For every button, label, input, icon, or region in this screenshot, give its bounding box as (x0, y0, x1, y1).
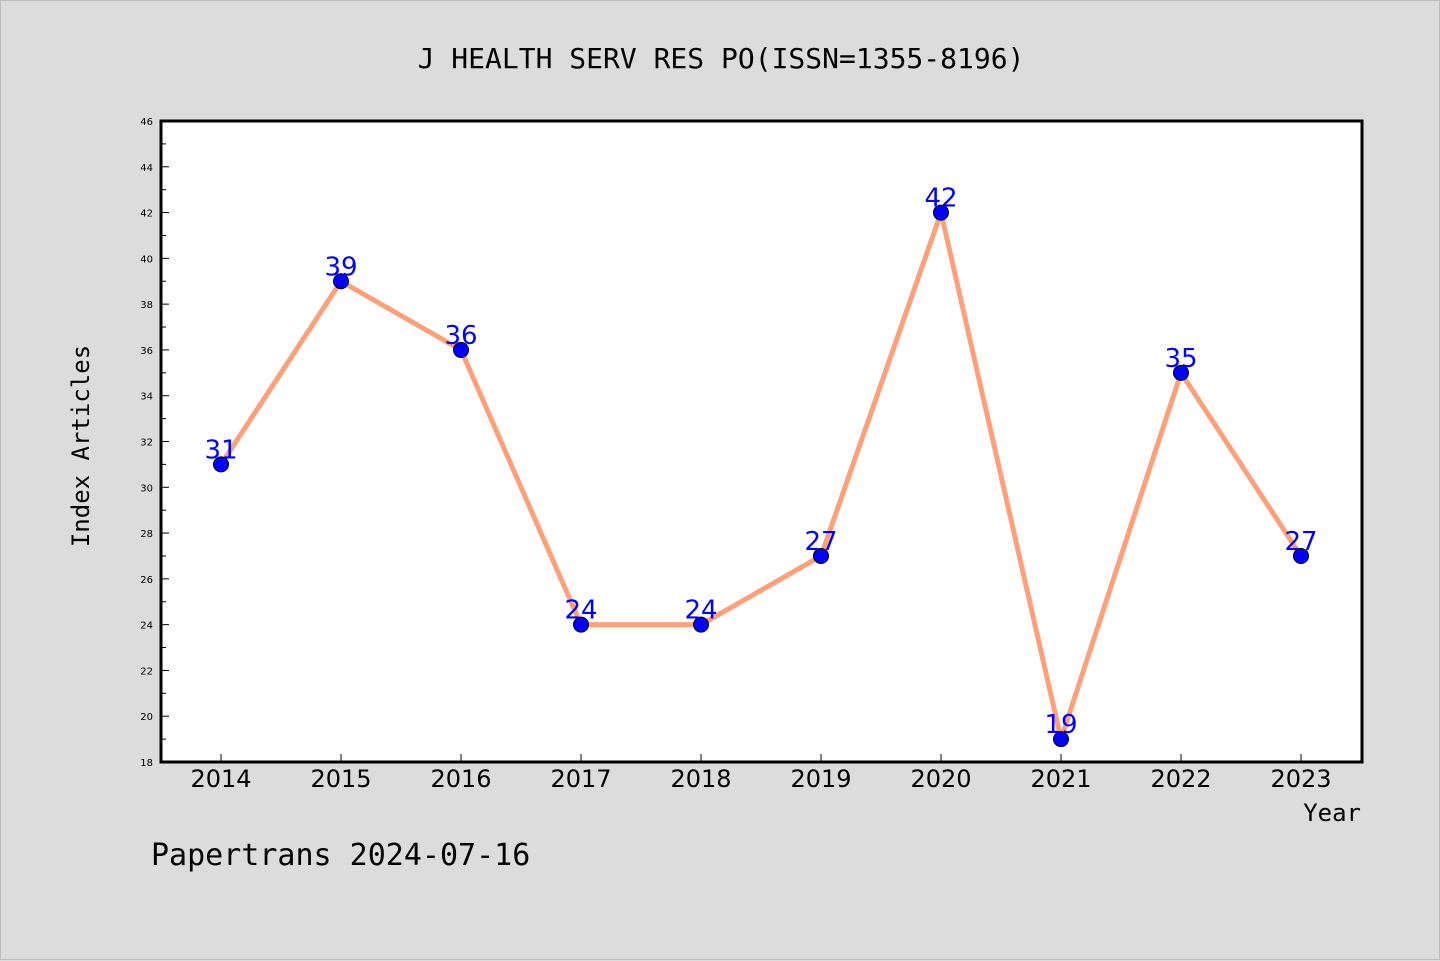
y-tick-label: 44 (140, 163, 153, 174)
y-tick-label: 46 (140, 117, 153, 128)
data-label: 36 (444, 321, 477, 351)
y-tick-label: 30 (140, 483, 153, 494)
y-tick-label: 40 (140, 254, 153, 265)
data-point (1053, 731, 1069, 748)
y-axis-title: Index Articles (67, 345, 95, 547)
x-tick-label: 2020 (910, 765, 971, 793)
y-axis: 18 20 22 24 26 28 30 32 34 36 38 40 42 44 46 (140, 117, 169, 769)
y-tick-label: 22 (140, 666, 153, 677)
data-point (813, 547, 829, 564)
y-tick-label: 20 (140, 712, 153, 723)
y-tick-label: 26 (140, 575, 153, 586)
data-label: 19 (1044, 710, 1077, 740)
y-tick-label: 24 (140, 621, 153, 632)
x-tick-label: 2021 (1030, 765, 1091, 793)
x-axis-title: Year (1303, 799, 1361, 827)
data-label: 27 (804, 527, 837, 557)
data-point (1293, 547, 1309, 564)
x-tick-label: 2017 (550, 765, 611, 793)
y-tick-label: 34 (140, 392, 153, 403)
data-label: 24 (684, 596, 717, 626)
x-axis: 2014 2015 2016 2017 2018 2019 2020 2021 2022 2023 (190, 754, 1332, 793)
data-label: 35 (1164, 344, 1197, 374)
series-group (213, 204, 1309, 748)
data-label: 39 (324, 252, 357, 282)
data-point (333, 273, 349, 290)
x-tick-label: 2023 (1270, 765, 1331, 793)
y-tick-label: 32 (140, 438, 153, 449)
x-tick-label: 2014 (190, 765, 251, 793)
data-label: 31 (204, 435, 237, 465)
plot-area (159, 119, 1364, 764)
footer-text: Papertrans 2024-07-16 (151, 838, 530, 873)
data-label: 24 (564, 596, 597, 626)
x-tick-label: 2016 (430, 765, 491, 793)
x-tick-label: 2019 (790, 765, 851, 793)
data-point (453, 341, 469, 358)
y-tick-label: 38 (140, 300, 153, 311)
x-tick-label: 2022 (1150, 765, 1211, 793)
x-tick-label: 2015 (310, 765, 371, 793)
series-line (218, 210, 1304, 742)
data-point (693, 616, 709, 633)
y-tick-label: 42 (140, 209, 153, 220)
data-point (213, 456, 229, 473)
data-label: 27 (1284, 527, 1317, 557)
data-point (933, 204, 949, 221)
y-tick-label: 28 (140, 529, 153, 540)
x-tick-label: 2018 (670, 765, 731, 793)
data-point (1173, 364, 1189, 381)
data-labels: 31 39 36 24 24 27 42 19 35 27 (204, 184, 1317, 741)
y-tick-label: 36 (140, 346, 153, 357)
chart-title: J HEALTH SERV RES PO(ISSN=1355-8196) (418, 42, 1025, 75)
data-point (573, 616, 589, 633)
data-label: 42 (924, 184, 957, 214)
y-tick-label: 18 (140, 758, 153, 769)
